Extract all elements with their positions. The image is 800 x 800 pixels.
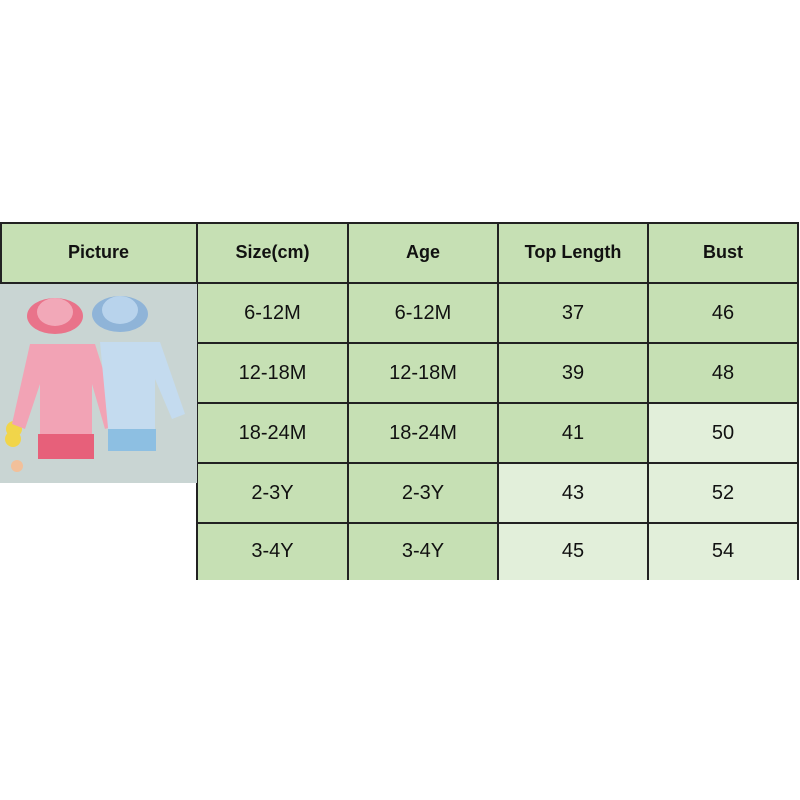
header-bust: Bust [648, 222, 798, 283]
table-border [197, 462, 798, 464]
table-border [0, 282, 798, 284]
cell-size: 12-18M [197, 343, 348, 403]
cell-age: 12-18M [348, 343, 498, 403]
header-age: Age [348, 222, 498, 283]
table-border [0, 222, 2, 284]
table-border [347, 222, 349, 580]
header-picture: Picture [0, 222, 197, 283]
table-border [197, 402, 798, 404]
table-border [647, 222, 649, 580]
cell-bust: 48 [648, 343, 798, 403]
cell-size: 2-3Y [197, 463, 348, 523]
cell-bust: 46 [648, 283, 798, 343]
table-border [196, 222, 198, 580]
cell-top-length: 43 [498, 463, 648, 523]
cell-top-length: 37 [498, 283, 648, 343]
header-size: Size(cm) [197, 222, 348, 283]
table-border [0, 222, 798, 224]
cell-age: 6-12M [348, 283, 498, 343]
cell-age: 18-24M [348, 403, 498, 463]
cell-top-length: 45 [498, 523, 648, 580]
cell-bust: 50 [648, 403, 798, 463]
cell-age: 3-4Y [348, 523, 498, 580]
table-border [197, 522, 798, 524]
table-border [197, 342, 798, 344]
cell-age: 2-3Y [348, 463, 498, 523]
cell-bust: 52 [648, 463, 798, 523]
product-photo [0, 284, 197, 483]
cell-top-length: 39 [498, 343, 648, 403]
cell-top-length: 41 [498, 403, 648, 463]
cell-size: 3-4Y [197, 523, 348, 580]
cell-size: 18-24M [197, 403, 348, 463]
header-top-length: Top Length [498, 222, 648, 283]
table-border [497, 222, 499, 580]
cell-size: 6-12M [197, 283, 348, 343]
table-border [797, 222, 799, 580]
cell-bust: 54 [648, 523, 798, 580]
